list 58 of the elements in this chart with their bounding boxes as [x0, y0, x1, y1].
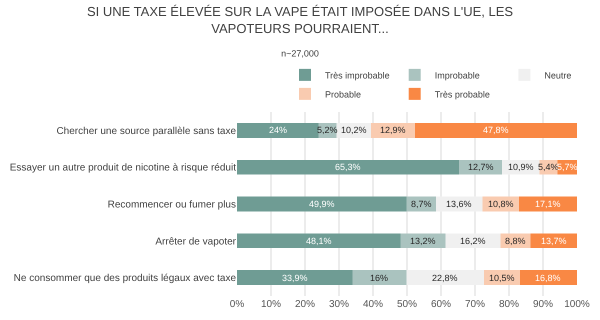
data-label: 8,8% — [505, 236, 526, 246]
x-tick-label: 80% — [498, 299, 520, 310]
data-label: 5,7% — [557, 162, 578, 172]
bar — [237, 270, 352, 285]
x-tick-label: 0% — [230, 299, 244, 310]
bar — [520, 270, 577, 285]
data-label: 48,1% — [306, 236, 332, 246]
data-label: 16% — [370, 273, 388, 283]
data-label: 22,8% — [432, 273, 458, 283]
data-label: 13,6% — [446, 199, 472, 209]
data-label: 16,8% — [535, 273, 561, 283]
data-label: 12,7% — [468, 162, 494, 172]
data-label: 49,9% — [309, 199, 335, 209]
y-tick-label: Arrêter de vapoter — [155, 236, 237, 248]
y-tick-label: Chercher une source parallèle sans taxe — [56, 126, 236, 137]
data-label: 65,3% — [335, 162, 361, 172]
bar — [237, 123, 319, 138]
data-label: 5,4% — [538, 162, 559, 172]
bar — [406, 270, 484, 285]
data-label: 33,9% — [282, 273, 308, 283]
legend-label: Neutre — [544, 70, 572, 80]
x-tick-label: 40% — [362, 299, 384, 310]
x-tick-label: 70% — [464, 299, 486, 310]
data-label: 5,2% — [317, 125, 338, 135]
data-label: 16,2% — [460, 236, 486, 246]
legend-label: Improbable — [434, 70, 480, 80]
x-tick-label: 50% — [396, 299, 418, 310]
x-tick-label: 100% — [564, 299, 590, 310]
data-label: 8,7% — [411, 199, 432, 209]
bar — [352, 270, 407, 285]
legend-label: Très probable — [434, 89, 490, 100]
bar — [237, 233, 401, 248]
bar — [237, 160, 460, 175]
x-tick-label: 60% — [430, 299, 452, 310]
data-label: 17,1% — [535, 199, 561, 209]
data-label: 47,8% — [483, 125, 509, 135]
bar — [519, 196, 577, 212]
x-tick-label: 30% — [328, 299, 350, 310]
chart-subtitle: n~27,000 — [281, 48, 319, 59]
data-label: 13,7% — [541, 236, 567, 246]
x-tick-label: 20% — [294, 299, 316, 310]
legend-label: Probable — [325, 89, 362, 100]
data-label: 10,5% — [489, 273, 515, 283]
data-label: 24% — [269, 125, 288, 135]
data-label: 12,9% — [380, 125, 406, 135]
y-tick-label: Essayer un autre produit de nicotine à risque réduit — [10, 162, 236, 174]
legend-label: Très improbable — [325, 70, 390, 80]
data-label: 10,9% — [508, 162, 534, 172]
chart-title: SI UNE TAXE ÉLEVÉE SUR LA VAPE ÉTAIT IMPOSÉE DANS L'UE, LES VAPOTEURS POURRAIENT... — [86, 4, 514, 36]
bar — [414, 123, 577, 138]
y-tick-label: Ne consommer que des produits légaux avec taxe — [14, 273, 236, 284]
bar — [237, 196, 407, 212]
data-label: 13,2% — [410, 236, 436, 246]
data-label: 10,8% — [488, 199, 514, 209]
x-tick-label: 10% — [260, 299, 282, 310]
data-label: 10,2% — [341, 125, 367, 135]
y-tick-label: Recommencer ou fumer plus — [108, 200, 236, 210]
x-tick-label: 90% — [532, 299, 554, 310]
